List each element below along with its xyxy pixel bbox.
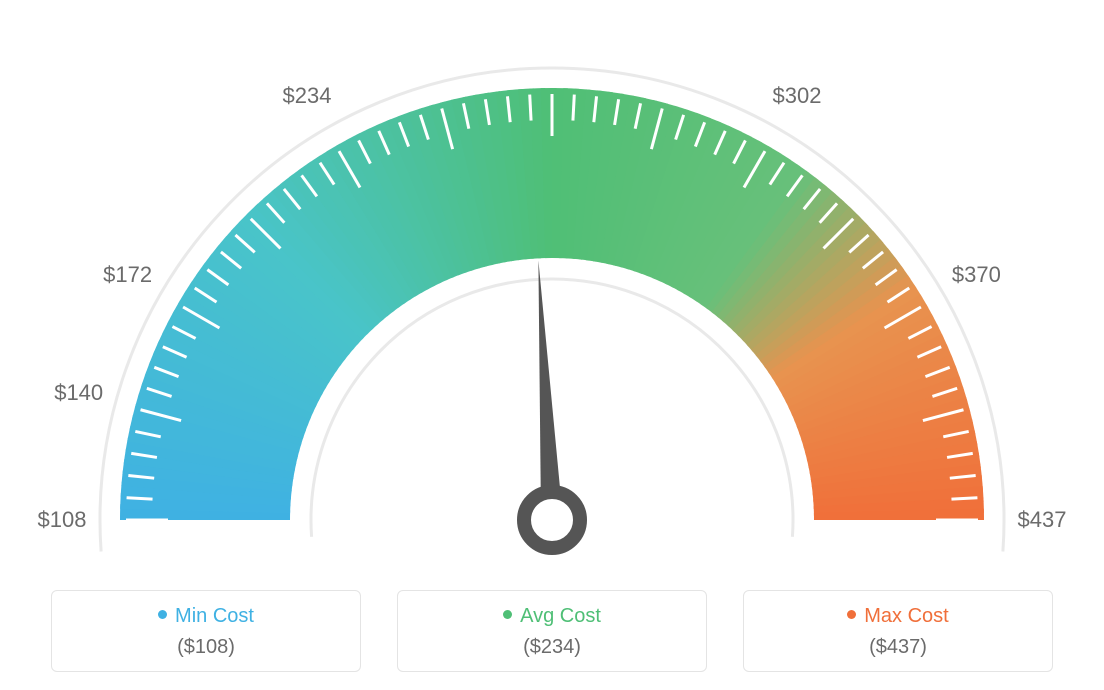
legend-label-avg: Avg Cost [520, 605, 601, 627]
legend-title-avg: Avg Cost [408, 605, 696, 628]
gauge-tick-label: $234 [283, 83, 332, 109]
legend-title-min: Min Cost [62, 605, 350, 628]
legend-card-min: Min Cost ($108) [51, 590, 361, 672]
legend-title-max: Max Cost [754, 605, 1042, 628]
gauge-svg [0, 0, 1104, 580]
gauge-chart: $108 $140 $172 $234 $302 $370 $437 [0, 0, 1104, 580]
legend-label-min: Min Cost [175, 605, 254, 627]
gauge-tick-label: $172 [103, 262, 152, 288]
gauge-tick-label: $108 [38, 507, 87, 533]
gauge-needle [524, 260, 580, 548]
gauge-tick-label: $140 [54, 380, 103, 406]
legend-dot-icon [503, 610, 512, 619]
legend-value-avg: ($234) [408, 636, 696, 659]
legend-dot-icon [847, 610, 856, 619]
legend-value-min: ($108) [62, 636, 350, 659]
legend-value-max: ($437) [754, 636, 1042, 659]
legend-label-max: Max Cost [864, 605, 948, 627]
legend-dot-icon [158, 610, 167, 619]
gauge-tick-label: $302 [773, 83, 822, 109]
legend-card-avg: Avg Cost ($234) [397, 590, 707, 672]
gauge-tick-label: $437 [1018, 507, 1067, 533]
gauge-tick-label: $370 [952, 262, 1001, 288]
legend-card-max: Max Cost ($437) [743, 590, 1053, 672]
legend-row: Min Cost ($108) Avg Cost ($234) Max Cost ($43… [0, 590, 1104, 672]
